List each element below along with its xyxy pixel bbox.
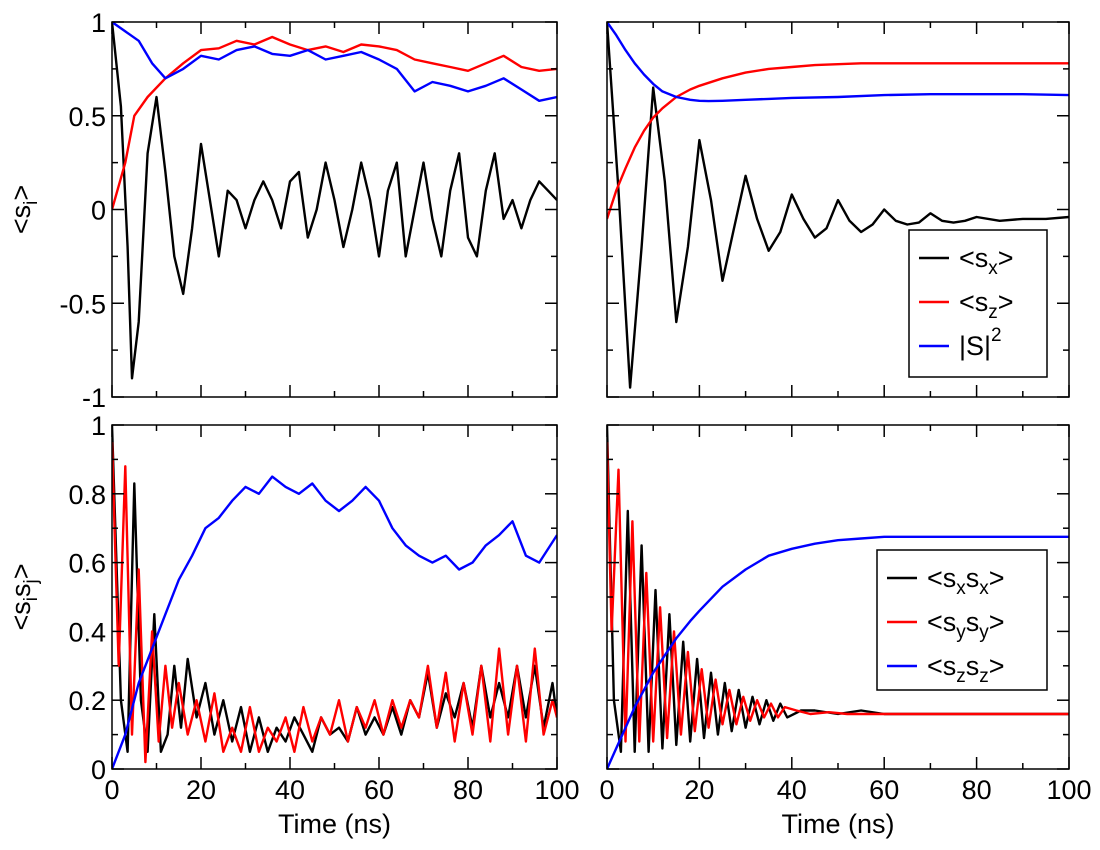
panel-top-left: -1 -0.5 0 0.5 1 <si> — [6, 8, 558, 413]
y-tick-label: 0.5 — [68, 102, 106, 132]
legend-label-main: |S| — [959, 331, 991, 361]
legend-label-main: <s — [927, 651, 956, 681]
y-tick-label: 0.6 — [68, 549, 106, 579]
y-tick-label: -1 — [82, 383, 106, 413]
legend-label-sub: y — [956, 622, 966, 643]
x-tick-label: 20 — [186, 775, 216, 805]
legend-label-0: <sxsx> — [927, 563, 1005, 599]
series-line-bottom-left-1 — [112, 442, 557, 764]
x-tick-label: 40 — [275, 775, 305, 805]
y-axis-label: <si> — [6, 185, 42, 234]
legend-label-sub2: z — [979, 666, 989, 687]
x-tick-label: 80 — [962, 775, 992, 805]
y-axis-label: <sisj> — [6, 563, 42, 630]
y-tick-label: -0.5 — [59, 289, 106, 319]
y-axis-label-sub: i — [21, 201, 42, 205]
series-line-top-left-1 — [112, 35, 557, 210]
y-axis-label-sub2: j — [21, 579, 42, 584]
x-tick-label: 80 — [453, 775, 483, 805]
legend-label-sup: 2 — [991, 325, 1002, 346]
x-tick-label: 0 — [599, 775, 614, 805]
x-tick-label: 20 — [684, 775, 714, 805]
x-tick-label: 0 — [104, 775, 119, 805]
panel-bottom-left: 0 20 40 60 80 100 0 0.2 0.4 0.6 0.8 1 Time (ns) <sisj… — [6, 411, 580, 839]
legend-label-close: > — [989, 563, 1005, 593]
panel-top-right: <sx><sz>|S|2 — [606, 21, 1070, 398]
series-line-bottom-left-0 — [112, 425, 557, 753]
x-axis-label: Time (ns) — [782, 809, 895, 839]
legend-label-2: <szsz> — [927, 651, 1005, 687]
legend-label-0: <sx> — [959, 243, 1014, 279]
legend-label-sub: z — [956, 666, 966, 687]
y-axis-label-main: <s — [6, 601, 36, 630]
series-line-bottom-right-2 — [607, 535, 1069, 769]
series-line-top-right-1 — [607, 62, 1069, 220]
legend-label-1: <sz> — [959, 287, 1014, 323]
legend-label-sub: x — [988, 258, 998, 279]
y-tick-label: 0.2 — [68, 686, 106, 716]
y-tick-label: 0.8 — [68, 480, 106, 510]
y-axis-label-close: > — [6, 563, 36, 579]
legend-label-close: > — [998, 243, 1014, 273]
y-tick-label: 1 — [91, 8, 106, 38]
legend-label-mid: s — [966, 651, 980, 681]
legend-label-close: > — [989, 607, 1005, 637]
y-tick-label: 0 — [91, 196, 106, 226]
y-tick-label: 1 — [91, 411, 106, 441]
x-axis-label: Time (ns) — [278, 809, 391, 839]
series-line-bottom-right-1 — [607, 442, 1069, 743]
y-tick-label: 0 — [91, 755, 106, 785]
legend-label-main: <s — [959, 243, 988, 273]
x-tick-label: 100 — [534, 775, 579, 805]
legend-label-2: |S|2 — [959, 325, 1002, 361]
y-axis-label-sub: i — [21, 597, 42, 601]
legend-label-mid: s — [966, 563, 980, 593]
legend-label-sub2: y — [979, 622, 989, 643]
legend-label-mid: s — [966, 607, 980, 637]
legend: <sxsx><sysy><szsz> — [876, 549, 1048, 691]
y-axis-label-mid: s — [6, 584, 36, 598]
y-axis-label-main: <s — [6, 205, 36, 234]
legend: <sx><sz>|S|2 — [908, 229, 1048, 378]
series-line-bottom-left-2 — [112, 475, 557, 769]
series-line-top-right-0 — [607, 22, 1069, 389]
legend-label-main: <s — [927, 563, 956, 593]
legend-label-main: <s — [959, 287, 988, 317]
x-tick-label: 60 — [869, 775, 899, 805]
legend-box — [908, 229, 1048, 378]
legend-label-sub2: x — [979, 578, 989, 599]
legend-label-main: <s — [927, 607, 956, 637]
x-tick-label: 40 — [777, 775, 807, 805]
y-axis-label-close: > — [6, 185, 36, 201]
legend-label-sub: z — [988, 302, 998, 323]
y-tick-label: 0.4 — [68, 617, 106, 647]
axes-frame — [111, 21, 558, 398]
x-tick-label: 60 — [364, 775, 394, 805]
legend-label-close: > — [989, 651, 1005, 681]
series-line-top-left-0 — [112, 22, 557, 380]
series-line-top-left-2 — [112, 22, 557, 103]
legend-label-sub: x — [956, 578, 966, 599]
legend-label-close: > — [998, 287, 1014, 317]
series-line-top-right-2 — [607, 22, 1069, 103]
x-tick-label: 100 — [1046, 775, 1091, 805]
legend-label-1: <sysy> — [927, 607, 1005, 643]
